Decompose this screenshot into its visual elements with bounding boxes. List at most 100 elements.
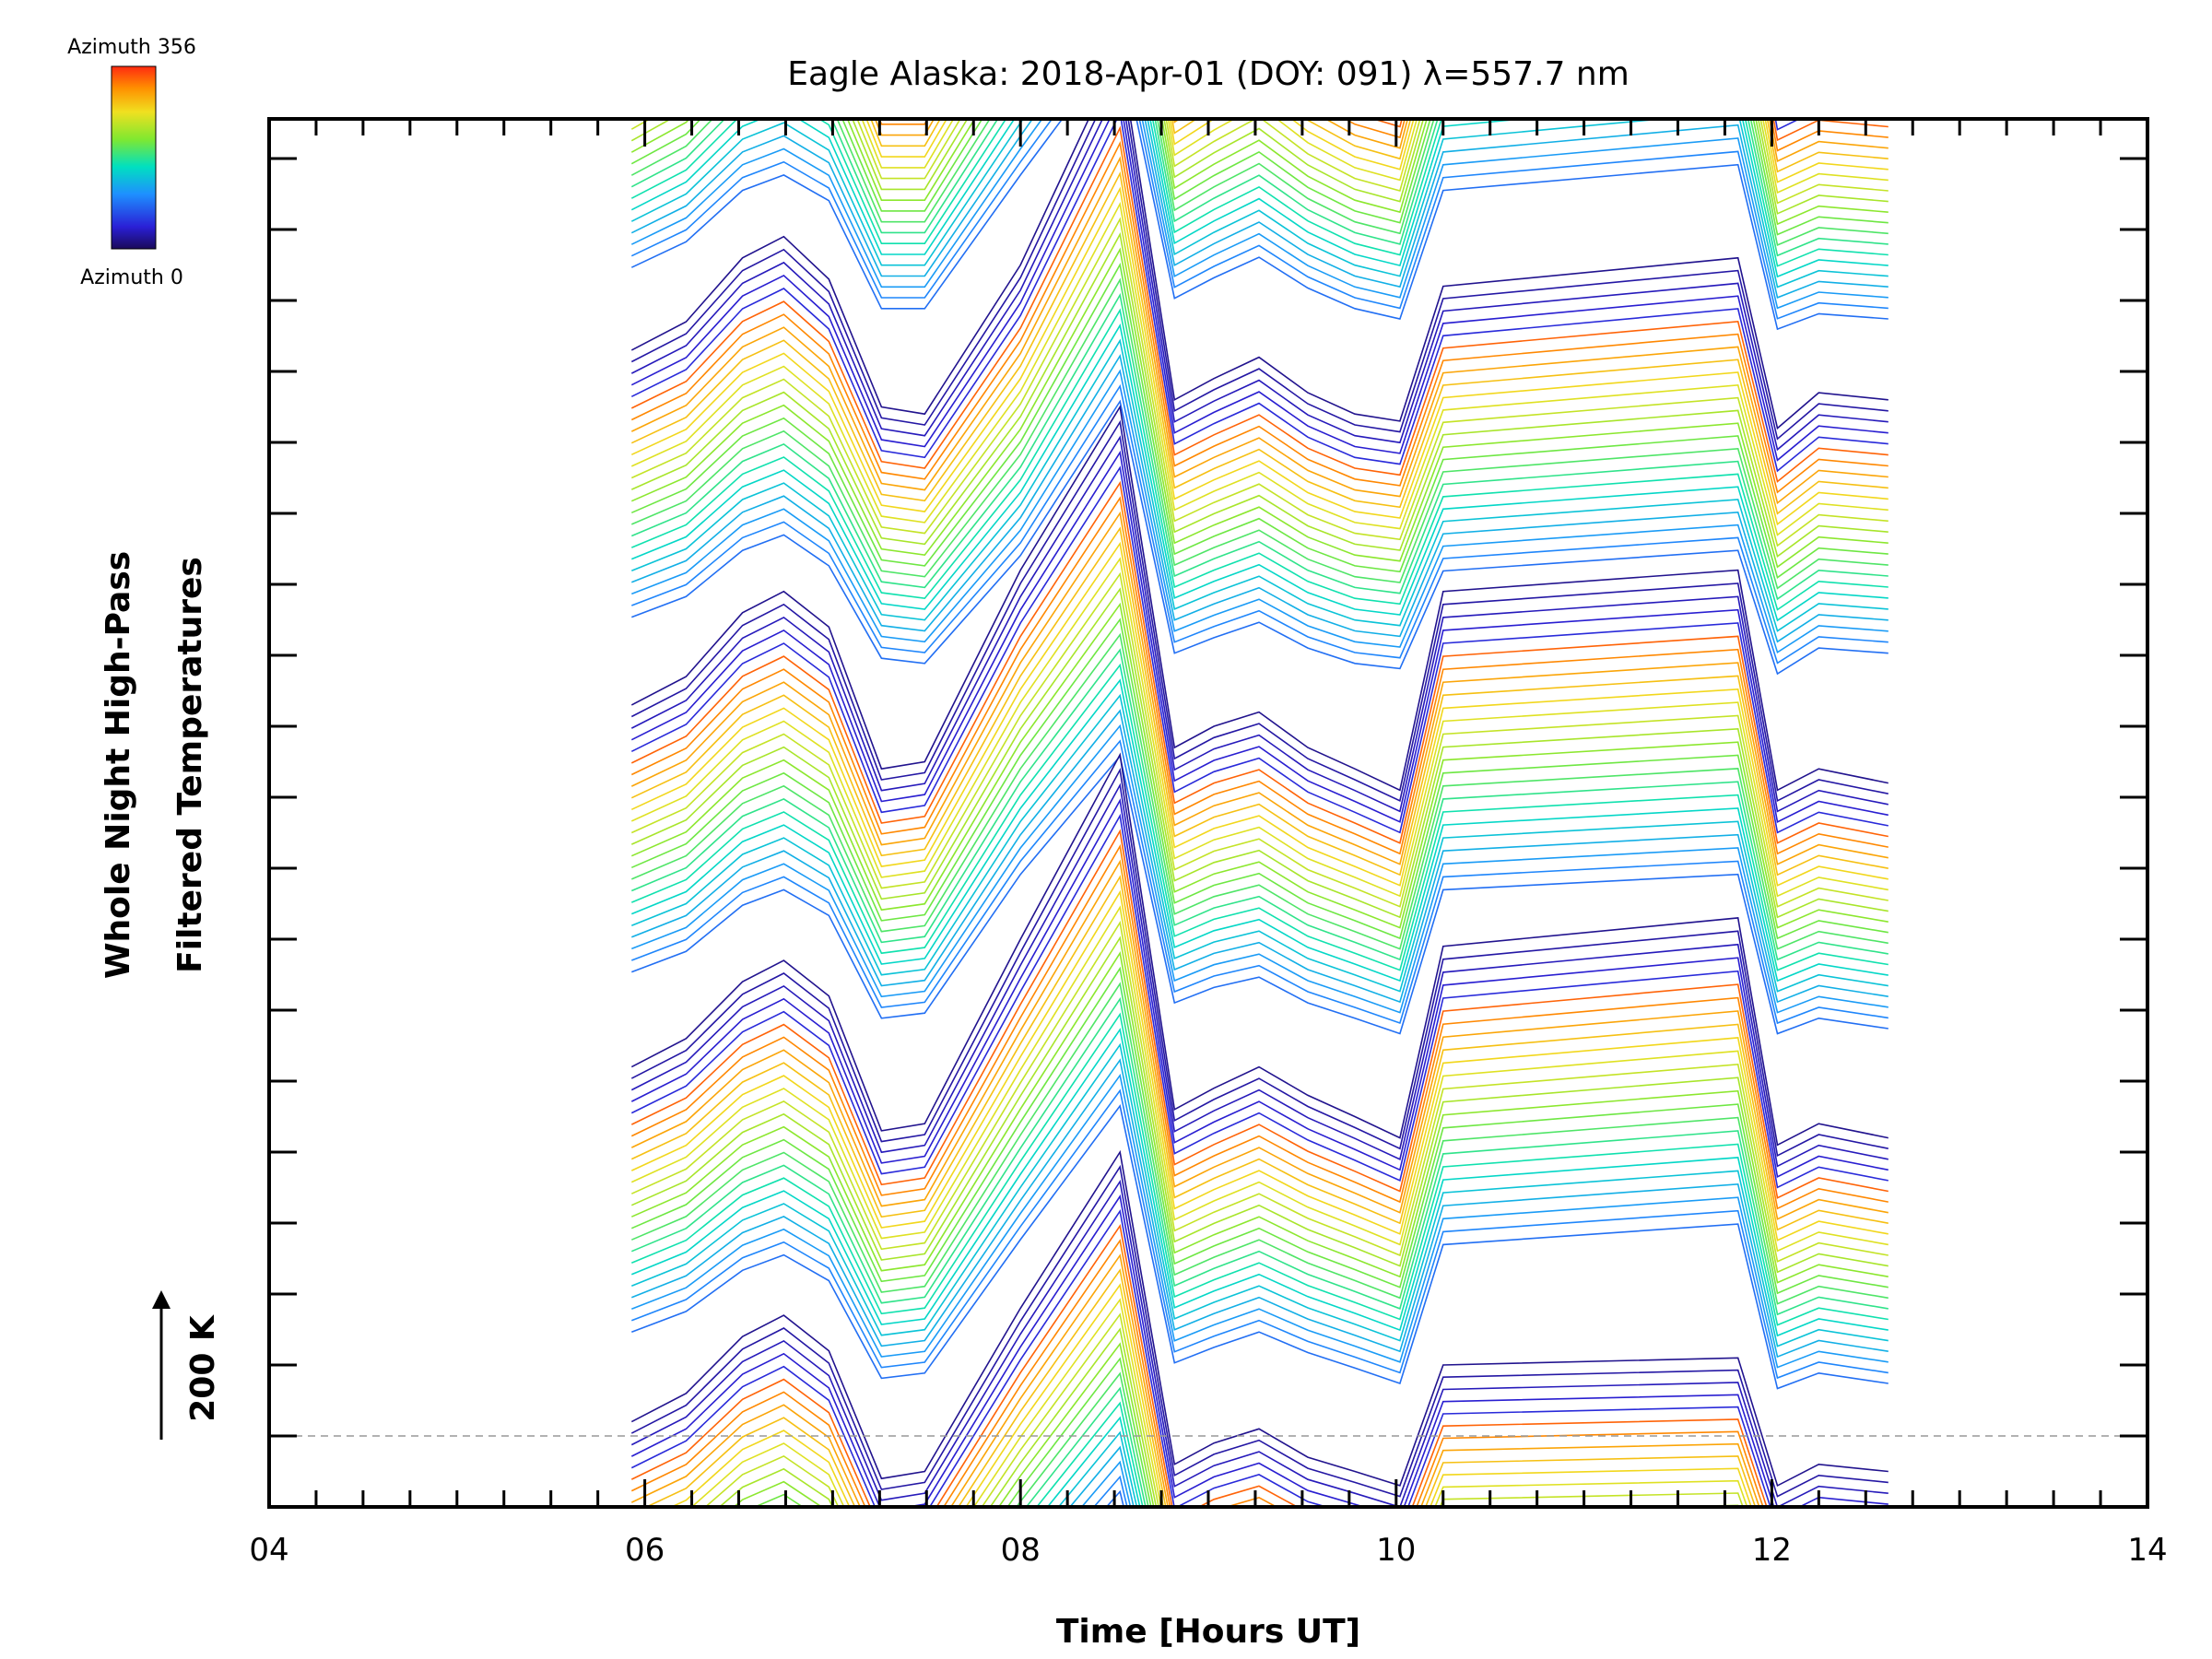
series-line-group-3-23 xyxy=(630,119,1888,320)
series-line-group-5-18 xyxy=(630,663,1888,971)
series-line-group-5-23 xyxy=(631,739,1888,1025)
series-line-group-6-20 xyxy=(631,1042,1888,1347)
series-line-group-4-20 xyxy=(631,338,1888,632)
series-line-group-3-22 xyxy=(630,119,1888,310)
series-line-group-4-13 xyxy=(630,231,1888,558)
scale-label: 200 K xyxy=(184,1314,222,1422)
series-line-group-7-11 xyxy=(690,1298,1748,1507)
series-line-group-6-3 xyxy=(630,782,1888,1168)
series-line-group-6-7 xyxy=(630,843,1888,1210)
series-line-group-7-12 xyxy=(704,1312,1744,1507)
series-line-group-4-12 xyxy=(630,217,1888,547)
series-line-group-7-7 xyxy=(630,1239,1764,1507)
scale-indicator: 200 K xyxy=(152,1290,222,1440)
series-line-group-3-12 xyxy=(630,119,1888,205)
series-line-group-6-18 xyxy=(630,1012,1888,1326)
series-line-group-7-15 xyxy=(753,1357,1152,1507)
series-line-group-5-9 xyxy=(630,526,1888,877)
series-line-group-5-12 xyxy=(630,571,1888,908)
series-line-group-5-16 xyxy=(630,632,1888,950)
series-line-group-7-4 xyxy=(630,1194,1888,1507)
series-line-group-3-21 xyxy=(630,119,1888,299)
y-axis-label-line2: Filtered Temperatures xyxy=(171,557,209,973)
x-tick-label: 12 xyxy=(1752,1532,1792,1569)
series-line-group-4-7 xyxy=(630,140,1888,494)
series-line-group-4-23 xyxy=(631,383,1888,665)
series-line-group-6-10 xyxy=(630,889,1888,1241)
series-line-group-5-20 xyxy=(631,693,1888,993)
series-line-group-5-1 xyxy=(630,405,1888,792)
series-line-group-4-4 xyxy=(630,119,1888,462)
series-line-group-6-16 xyxy=(630,982,1888,1305)
series-line-group-5-13 xyxy=(630,587,1888,919)
x-axis-label: Time [Hours UT] xyxy=(1056,1613,1360,1651)
series-line-group-4-8 xyxy=(630,156,1888,505)
series-line-group-4-14 xyxy=(630,247,1888,569)
y-axis-label-line1: Whole Night High-Pass xyxy=(100,551,137,979)
series-line-group-4-18 xyxy=(630,308,1888,611)
series-line-group-5-2 xyxy=(630,419,1888,803)
series-line-group-5-15 xyxy=(630,618,1888,940)
series-line-group-7-13 xyxy=(718,1327,1740,1507)
series-line-group-7-8 xyxy=(630,1253,1760,1507)
series-layer xyxy=(630,119,1888,1507)
series-line-group-6-2 xyxy=(630,767,1888,1158)
series-line-group-6-15 xyxy=(630,966,1888,1295)
series-line-group-5-21 xyxy=(631,709,1888,1004)
series-line-group-6-19 xyxy=(630,1028,1888,1337)
series-line-group-3-24 xyxy=(630,119,1888,331)
series-line-group-4-1 xyxy=(630,119,1888,430)
series-line-group-3-20 xyxy=(630,119,1888,288)
series-line-group-6-23 xyxy=(631,1088,1888,1380)
series-line-group-4-9 xyxy=(630,171,1888,515)
tick-layer: 04 06 08 10 12 14 xyxy=(249,119,2168,1569)
series-line-group-4-24 xyxy=(631,399,1888,676)
series-line-group-3-19 xyxy=(630,119,1888,278)
series-line-group-3-11 xyxy=(861,119,1888,194)
series-line-group-4-21 xyxy=(631,353,1888,643)
series-line-group-4-5 xyxy=(630,119,1888,473)
series-line-group-6-24 xyxy=(631,1104,1888,1390)
series-line-group-5-3 xyxy=(630,435,1888,813)
series-line-group-5-22 xyxy=(631,724,1888,1014)
series-line-group-6-17 xyxy=(630,996,1888,1316)
series-line-group-6-6 xyxy=(630,829,1888,1199)
series-line-group-3-14 xyxy=(630,119,1888,226)
series-line-group-6-8 xyxy=(630,859,1888,1220)
series-line-group-4-22 xyxy=(631,369,1888,654)
series-line-group-7-1 xyxy=(630,1149,1888,1488)
x-tick-label: 08 xyxy=(1001,1532,1041,1569)
series-line-group-5-4 xyxy=(630,450,1888,823)
series-line-group-7-14 xyxy=(733,1342,1155,1507)
series-line-group-7-6 xyxy=(630,1224,1768,1507)
series-line-group-4-6 xyxy=(630,125,1888,483)
series-line-group-6-21 xyxy=(631,1058,1888,1359)
series-line-group-3-15 xyxy=(630,119,1888,236)
x-tick-label: 04 xyxy=(249,1532,288,1569)
x-tick-label: 06 xyxy=(625,1532,665,1569)
series-line-group-5-19 xyxy=(630,678,1888,982)
colorbar-bottom-label: Azimuth 0 xyxy=(80,266,183,289)
series-line-group-5-11 xyxy=(630,557,1888,898)
series-line-group-6-13 xyxy=(630,935,1888,1274)
series-line-group-4-10 xyxy=(630,186,1888,526)
colorbar-gradient xyxy=(111,65,157,250)
series-line-group-6-1 xyxy=(630,752,1888,1147)
series-line-group-3-18 xyxy=(630,119,1888,267)
colorbar-top-label: Azimuth 356 xyxy=(67,36,196,59)
series-line-group-5-5 xyxy=(630,465,1888,834)
series-line-group-4-11 xyxy=(630,201,1888,536)
series-line-group-4-2 xyxy=(630,119,1888,441)
series-line-group-5-17 xyxy=(630,648,1888,961)
series-line-group-6-9 xyxy=(630,875,1888,1231)
series-line-group-3-13 xyxy=(630,119,1888,215)
series-line-group-7-2 xyxy=(630,1164,1888,1498)
series-line-group-5-10 xyxy=(630,541,1888,887)
series-line-group-6-4 xyxy=(630,798,1888,1178)
series-line-group-5-7 xyxy=(630,496,1888,855)
colorbar: Azimuth 356 Azimuth 0 xyxy=(67,36,196,289)
series-line-group-3-10 xyxy=(865,119,1888,183)
series-line-group-6-22 xyxy=(631,1073,1888,1369)
x-tick-label: 14 xyxy=(2127,1532,2167,1569)
plot-frame xyxy=(267,117,2149,1509)
